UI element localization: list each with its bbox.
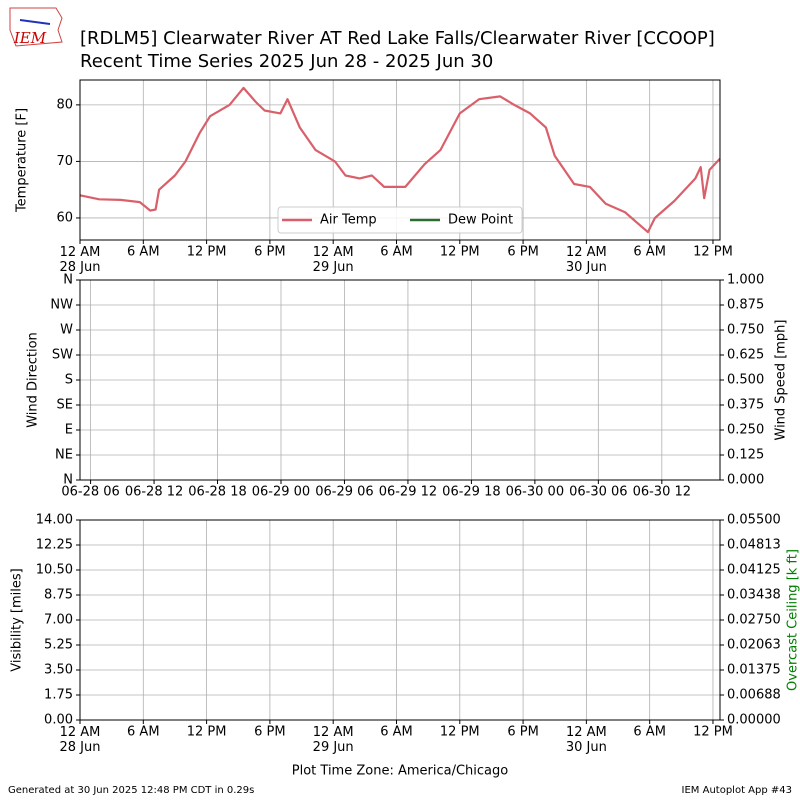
line-series <box>79 86 721 234</box>
logo-outline <box>9 7 63 47</box>
y-tick-label: 80 <box>56 97 73 112</box>
legend: Air Temp Dew Point <box>277 206 523 234</box>
x-tick-label: 12 PM <box>440 725 480 740</box>
x-tick-label: 12 AM 30 Jun <box>566 245 607 275</box>
y-tick-label: 70 <box>56 154 73 169</box>
x-tick-label: 06-28 12 <box>125 485 183 500</box>
y2-tick-label: 0.000 <box>727 473 764 488</box>
y-tick-label: 14.00 <box>36 513 73 528</box>
y-tick-label: N <box>63 473 73 488</box>
y-tick-label: NW <box>50 298 73 313</box>
x-tick-label: 6 AM <box>380 245 413 260</box>
x-tick-label: 6 AM <box>127 725 160 740</box>
legend-label: Dew Point <box>448 213 513 228</box>
y-tick-label: N <box>63 273 73 288</box>
y2-tick-label: 0.02750 <box>727 613 781 628</box>
x-tick-label: 6 PM <box>254 725 285 740</box>
x-tick-label: 6 AM <box>633 245 666 260</box>
plot-frame <box>79 279 721 481</box>
y-tick-label: 0.00 <box>44 713 73 728</box>
x-tick-label: 6 PM <box>254 245 285 260</box>
plot-frame <box>79 519 721 721</box>
x-tick-label: 12 PM <box>693 725 733 740</box>
footer-left: Generated at 30 Jun 2025 12:48 PM CDT in… <box>8 785 254 796</box>
y2-tick-label: 0.875 <box>727 298 764 313</box>
y2-tick-label: 0.04813 <box>727 538 781 553</box>
y-tick-label: 7.00 <box>44 613 73 628</box>
y-tick-label: 3.50 <box>44 663 73 678</box>
x-tick-label: 06-29 12 <box>379 485 437 500</box>
x-tick-label: 6 PM <box>507 725 538 740</box>
x-tick-label: 12 AM 29 Jun <box>313 245 354 275</box>
y-axis-label: Visibility [miles] <box>10 568 25 671</box>
x-tick-label: 12 AM 30 Jun <box>566 725 607 755</box>
y-tick-label: SE <box>57 398 73 413</box>
y2-axis-label: Overcast Ceiling [k ft] <box>786 549 800 691</box>
y2-tick-label: 0.625 <box>727 348 764 363</box>
footer-right: IEM Autoplot App #43 <box>682 785 792 796</box>
y-tick-label: 1.75 <box>44 688 73 703</box>
y2-tick-label: 0.01375 <box>727 663 781 678</box>
x-tick-label: 12 AM 28 Jun <box>60 725 101 755</box>
x-tick-label: 06-28 18 <box>188 485 246 500</box>
y2-tick-label: 0.500 <box>727 373 764 388</box>
y2-tick-label: 0.125 <box>727 448 764 463</box>
y2-axis-label: Wind Speed [mph] <box>774 320 789 441</box>
y-tick-label: SW <box>52 348 73 363</box>
plot-frame <box>79 79 721 241</box>
x-tick-label: 12 AM 29 Jun <box>313 725 354 755</box>
logo-text: IEM <box>13 29 47 47</box>
y2-tick-label: 0.03438 <box>727 588 781 603</box>
y-tick-label: E <box>65 423 73 438</box>
y-axis-label: Wind Direction <box>26 332 41 428</box>
x-tick-label: 06-29 00 <box>252 485 310 500</box>
y-tick-label: 60 <box>56 210 73 225</box>
logo: IEM <box>9 7 63 47</box>
x-tick-label: 12 AM 28 Jun <box>60 245 101 275</box>
y-axis-label: Temperature [F] <box>15 108 30 213</box>
y2-tick-label: 0.250 <box>727 423 764 438</box>
x-tick-label: 6 AM <box>633 725 666 740</box>
x-tick-label: 06-30 06 <box>569 485 627 500</box>
logo-icon <box>19 19 51 25</box>
x-tick-label: 06-30 12 <box>633 485 691 500</box>
x-tick-label: 12 PM <box>187 245 227 260</box>
y-tick-label: 5.25 <box>44 638 73 653</box>
x-tick-label: 12 PM <box>693 245 733 260</box>
chart-title: [RDLM5] Clearwater River AT Red Lake Fal… <box>80 28 715 49</box>
y2-tick-label: 0.375 <box>727 398 764 413</box>
legend-label: Air Temp <box>320 213 377 228</box>
x-tick-label: 6 AM <box>380 725 413 740</box>
y2-tick-label: 0.00000 <box>727 713 781 728</box>
y2-tick-label: 0.00688 <box>727 688 781 703</box>
x-tick-label: 6 PM <box>507 245 538 260</box>
y2-tick-label: 0.05500 <box>727 513 781 528</box>
y2-tick-label: 0.04125 <box>727 563 781 578</box>
x-axis-label: Plot Time Zone: America/Chicago <box>292 764 508 779</box>
y-tick-label: S <box>65 373 73 388</box>
x-tick-label: 06-29 18 <box>442 485 500 500</box>
y2-tick-label: 0.02063 <box>727 638 781 653</box>
x-tick-label: 06-28 06 <box>61 485 119 500</box>
y2-tick-label: 1.000 <box>727 273 764 288</box>
legend-box <box>277 206 523 234</box>
x-tick-label: 06-29 06 <box>315 485 373 500</box>
x-tick-label: 12 PM <box>440 245 480 260</box>
y-tick-label: 8.75 <box>44 588 73 603</box>
y-tick-label: 10.50 <box>36 563 73 578</box>
y-tick-label: 12.25 <box>36 538 73 553</box>
chart-subtitle: Recent Time Series 2025 Jun 28 - 2025 Ju… <box>80 51 493 72</box>
y-tick-label: W <box>60 323 73 338</box>
x-tick-label: 12 PM <box>187 725 227 740</box>
y2-tick-label: 0.750 <box>727 323 764 338</box>
y-tick-label: NE <box>55 448 73 463</box>
x-tick-label: 6 AM <box>127 245 160 260</box>
x-tick-label: 06-30 00 <box>506 485 564 500</box>
